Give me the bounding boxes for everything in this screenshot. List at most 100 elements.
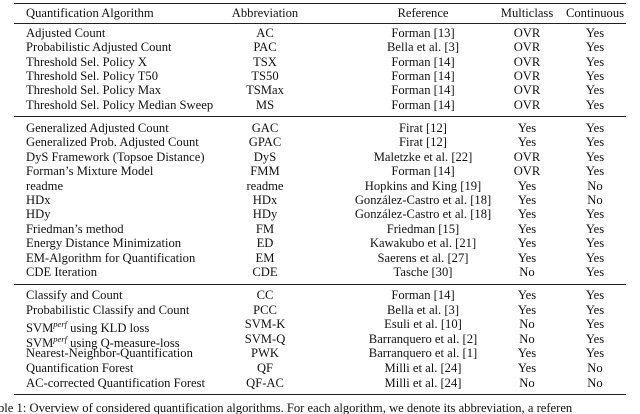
cell: Yes (585, 40, 605, 55)
cell: Yes (517, 135, 537, 150)
cell: Yes (517, 346, 537, 361)
cell: Yes (585, 331, 605, 346)
cell: Yes (585, 207, 605, 222)
cell: Yes (517, 193, 537, 207)
cell: Friedman’s method (26, 221, 124, 236)
cell: OVR (513, 97, 541, 112)
cell: Yes (585, 346, 605, 361)
cell: DyS (253, 149, 277, 164)
cell: Barranquero et al. [1] (368, 346, 478, 361)
cell: SVMperf using Q-measure-loss (26, 331, 180, 351)
cell: OVR (513, 26, 541, 40)
cell: Saerens et al. [27] (377, 250, 469, 265)
cell: PWK (251, 346, 279, 361)
cell: QF (256, 361, 274, 375)
cell: Kawakubo et al. [21] (369, 236, 477, 251)
cell: Bella et al. [3] (386, 302, 460, 317)
cell: Probabilistic Classify and Count (26, 302, 190, 317)
cell: Yes (585, 288, 605, 302)
cell: Yes (585, 68, 605, 83)
cell: OVR (513, 164, 541, 179)
cell: TSX (253, 54, 277, 69)
cell-text: using Q-measure-loss (67, 335, 180, 350)
cell: Friedman [15] (386, 221, 460, 236)
group-rule (14, 116, 626, 117)
cell: ED (256, 236, 274, 251)
cell: Yes (517, 121, 537, 135)
cell: Yes (585, 149, 605, 164)
cell: Quantification Forest (26, 361, 134, 375)
cell: Threshold Sel. Policy T50 (26, 68, 158, 83)
cell: DyS Framework (Topsoe Distance) (26, 149, 205, 164)
cell: No (587, 193, 603, 207)
cell: Forman [13] (391, 26, 455, 40)
cell: Yes (585, 121, 605, 135)
header-rule (14, 23, 626, 24)
cell: Forman [14] (391, 288, 455, 302)
cell: Forman [14] (391, 68, 455, 83)
cell: Yes (517, 221, 537, 236)
cell: HDy (26, 207, 51, 222)
bottom-rule (14, 394, 626, 395)
cell: Yes (585, 97, 605, 112)
group-rule (14, 284, 626, 285)
cell: Forman [14] (391, 164, 455, 179)
cell: Yes (585, 164, 605, 179)
cell: Generalized Adjusted Count (26, 121, 169, 135)
cell: SVM-Q (244, 331, 286, 346)
header-cell: Quantification Algorithm (26, 6, 154, 20)
cell: MS (255, 97, 275, 112)
cell: Maletzke et al. [22] (373, 149, 473, 164)
cell: Yes (517, 207, 537, 222)
cell: Threshold Sel. Policy X (26, 54, 148, 69)
cell: No (519, 331, 535, 346)
cell: Yes (585, 135, 605, 150)
cell: Forman [14] (391, 83, 455, 98)
cell: Threshold Sel. Policy Max (26, 83, 162, 98)
cell: Yes (585, 83, 605, 98)
cell: CDE Iteration (26, 265, 97, 279)
cell: Barranquero et al. [2] (368, 331, 478, 346)
cell: González-Castro et al. [18] (354, 193, 492, 207)
cell: TSMax (246, 83, 284, 98)
cell: Yes (585, 26, 605, 40)
cell: Yes (517, 178, 537, 193)
cell: OVR (513, 40, 541, 55)
cell: Hopkins and King [19] (364, 178, 482, 193)
cell: HDy (252, 207, 278, 222)
header-cell: Abbreviation (231, 6, 299, 20)
cell: Yes (585, 302, 605, 317)
cell: Forman [14] (391, 54, 455, 69)
cell: QF-AC (246, 375, 284, 390)
cell: Classify and Count (26, 288, 123, 302)
cell: Forman [14] (391, 97, 455, 112)
caption: ble 1: Overview of considered quantifica… (0, 401, 573, 414)
cell: Firat [12] (399, 121, 447, 135)
cell: Threshold Sel. Policy Median Sweep (26, 97, 214, 112)
cell: PCC (253, 302, 277, 317)
cell: readme (246, 178, 284, 193)
cell: Yes (585, 236, 605, 251)
cell: No (587, 178, 603, 193)
cell: GPAC (248, 135, 282, 150)
cell: SVM-K (244, 317, 286, 332)
cell: Forman’s Mixture Model (26, 164, 154, 179)
cell: Yes (585, 221, 605, 236)
cell: CC (256, 288, 274, 302)
cell: Esuli et al. [10] (384, 317, 462, 332)
cell: Milli et al. [24] (384, 361, 462, 375)
cell: AC (256, 26, 274, 40)
cell: FM (255, 221, 275, 236)
cell: EM-Algorithm for Quantification (26, 250, 196, 265)
cell: Milli et al. [24] (384, 375, 462, 390)
superscript: perf (53, 319, 67, 330)
cell-text: using KLD loss (67, 321, 150, 336)
cell: HDx (26, 193, 51, 207)
cell: SVMperf using KLD loss (26, 316, 149, 336)
cell: No (519, 265, 535, 279)
cell: Yes (585, 317, 605, 332)
superscript: perf (53, 333, 67, 344)
cell: Yes (517, 361, 537, 375)
cell: EM (255, 250, 275, 265)
cell-text: SVM (26, 321, 54, 336)
